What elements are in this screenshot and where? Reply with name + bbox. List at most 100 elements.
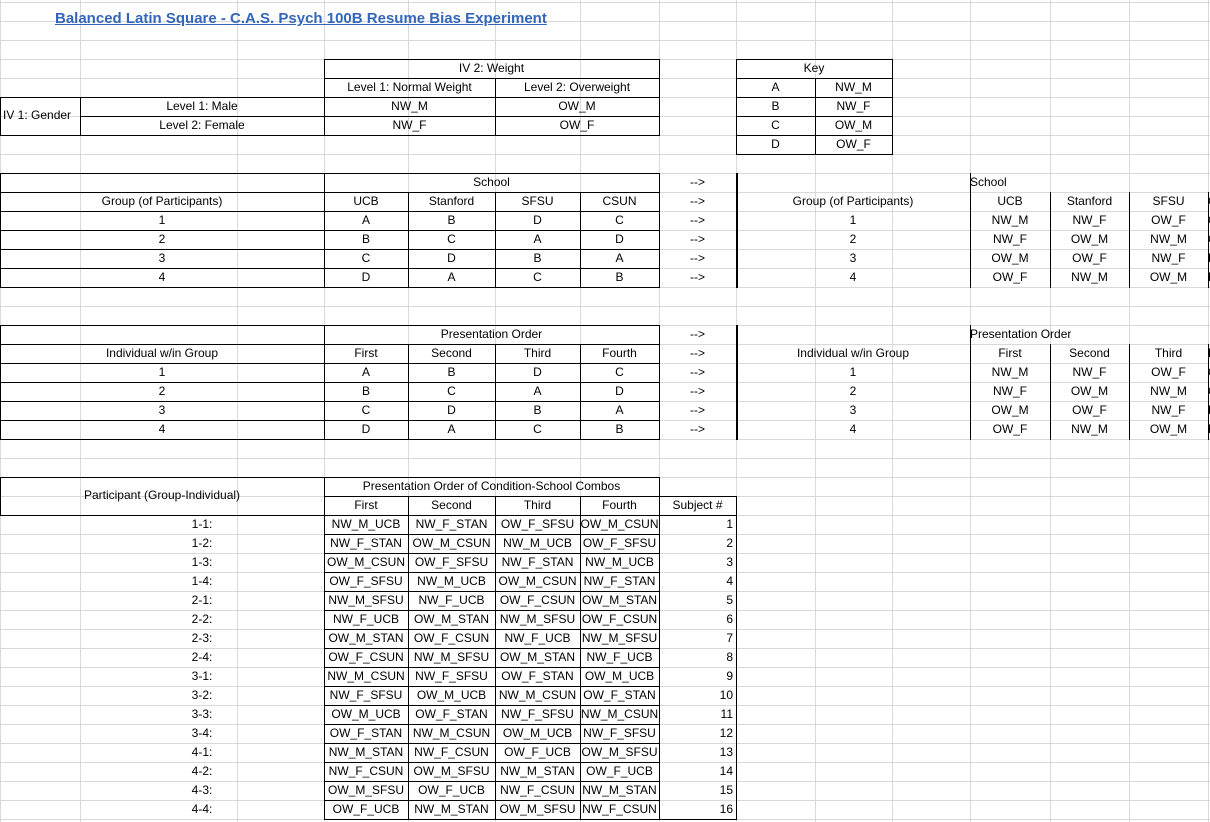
order-cell[interactable]: D bbox=[361, 422, 371, 436]
order-row-number[interactable]: 1 bbox=[849, 365, 857, 379]
school-row-number[interactable]: 3 bbox=[849, 251, 857, 265]
order-cell[interactable]: A bbox=[361, 365, 370, 379]
school-cell[interactable]: D bbox=[615, 232, 624, 246]
key-letter[interactable]: D bbox=[771, 137, 780, 151]
design-cell[interactable]: NW_F bbox=[392, 118, 427, 132]
school-cell[interactable]: B bbox=[447, 213, 456, 227]
arrow-indicator[interactable]: --> bbox=[690, 403, 705, 417]
participant-label[interactable]: 3-3: bbox=[191, 707, 213, 721]
school-section-header[interactable]: School bbox=[473, 175, 510, 189]
design-cell[interactable]: NW_M bbox=[391, 99, 428, 113]
combo-cell[interactable]: OW_F_SFSU bbox=[582, 536, 657, 550]
participant-label[interactable]: 4-1: bbox=[191, 745, 213, 759]
combo-cell[interactable]: OW_M_STAN bbox=[413, 612, 490, 626]
combo-cell[interactable]: OW_M_UCB bbox=[584, 669, 655, 683]
order-cell[interactable]: B bbox=[361, 384, 370, 398]
arrow-indicator[interactable]: --> bbox=[690, 270, 705, 284]
school-row-header[interactable]: Group (of Participants) bbox=[792, 194, 914, 208]
school-cell[interactable]: OW_F bbox=[1151, 213, 1186, 227]
order-row-number[interactable]: 1 bbox=[158, 365, 166, 379]
combo-cell[interactable]: OW_F_UCB bbox=[332, 802, 400, 816]
order-cell[interactable]: OW_M bbox=[1208, 363, 1210, 382]
school-cell[interactable]: B bbox=[361, 232, 370, 246]
key-condition[interactable]: OW_F bbox=[836, 137, 871, 151]
participant-label[interactable]: 3-2: bbox=[191, 688, 213, 702]
order-row-number[interactable]: 4 bbox=[158, 422, 166, 436]
combo-cell[interactable]: NW_F_UCB bbox=[332, 612, 399, 626]
order-cell[interactable]: A bbox=[533, 384, 542, 398]
order-cell[interactable]: OW_F bbox=[1072, 403, 1107, 417]
school-cell[interactable]: OW_F bbox=[992, 270, 1028, 284]
school-row-number[interactable]: 1 bbox=[158, 213, 166, 227]
order-cell[interactable]: A bbox=[447, 422, 456, 436]
combo-cell[interactable]: NW_M_UCB bbox=[331, 517, 401, 531]
school-cell[interactable]: NW_F bbox=[993, 232, 1027, 246]
school-cell[interactable]: OW_M bbox=[1149, 270, 1188, 284]
order-column-header[interactable]: Fourth bbox=[602, 346, 637, 360]
subject-number[interactable]: 15 bbox=[719, 783, 733, 797]
subject-number[interactable]: 14 bbox=[719, 764, 733, 778]
school-cell[interactable]: NW_F bbox=[1151, 251, 1186, 265]
arrow-indicator[interactable]: --> bbox=[690, 384, 705, 398]
order-cell[interactable]: NW_M bbox=[1208, 401, 1210, 420]
level2-weight-label[interactable]: Level 2: Overweight bbox=[523, 80, 631, 94]
level2-gender-label[interactable]: Level 2: Female bbox=[159, 118, 245, 132]
combo-cell[interactable]: NW_M_CSUN bbox=[580, 707, 659, 721]
school-column-header[interactable]: CSUN bbox=[602, 194, 637, 208]
level1-gender-label[interactable]: Level 1: Male bbox=[166, 99, 238, 113]
subject-number[interactable]: 6 bbox=[726, 612, 733, 626]
arrow-indicator[interactable]: --> bbox=[690, 232, 705, 246]
school-column-header[interactable]: UCB bbox=[353, 194, 379, 208]
combo-cell[interactable]: OW_M_STAN bbox=[499, 650, 576, 664]
order-cell[interactable]: C bbox=[615, 365, 624, 379]
school-cell[interactable]: A bbox=[533, 232, 542, 246]
combo-cell[interactable]: NW_M_UCB bbox=[585, 555, 654, 569]
combo-cell[interactable]: OW_M_CSUN bbox=[498, 574, 577, 588]
order-column-header[interactable]: Fourth bbox=[1208, 344, 1210, 363]
order-cell[interactable]: B bbox=[447, 365, 456, 379]
combos-section-header[interactable]: Presentation Order of Condition-School C… bbox=[362, 479, 621, 493]
subject-number[interactable]: 3 bbox=[726, 555, 733, 569]
combo-cell[interactable]: OW_F_CSUN bbox=[581, 612, 658, 626]
combo-cell[interactable]: NW_F_SFSU bbox=[415, 669, 488, 683]
order-cell[interactable]: OW_M bbox=[1070, 384, 1109, 398]
subject-header[interactable]: Subject # bbox=[672, 498, 723, 512]
combo-cell[interactable]: NW_M_SFSU bbox=[413, 650, 490, 664]
arrow-indicator[interactable]: --> bbox=[690, 422, 705, 436]
participant-label[interactable]: 2-4: bbox=[191, 650, 213, 664]
participant-label[interactable]: 1-2: bbox=[191, 536, 213, 550]
order-cell[interactable]: NW_F bbox=[1151, 403, 1186, 417]
subject-number[interactable]: 4 bbox=[726, 574, 733, 588]
combo-cell[interactable]: OW_F_SFSU bbox=[500, 517, 575, 531]
design-cell[interactable]: OW_F bbox=[559, 118, 595, 132]
subject-number[interactable]: 10 bbox=[719, 688, 733, 702]
subject-number[interactable]: 2 bbox=[726, 536, 733, 550]
combo-cell[interactable]: NW_F_SFSU bbox=[583, 726, 656, 740]
order-cell[interactable]: D bbox=[447, 403, 456, 417]
combos-column-header[interactable]: Second bbox=[431, 498, 472, 512]
iv2-label[interactable]: IV 2: Weight bbox=[458, 61, 525, 75]
order-row-number[interactable]: 4 bbox=[849, 422, 857, 436]
participant-label[interactable]: 4-3: bbox=[191, 783, 213, 797]
combo-cell[interactable]: OW_F_STAN bbox=[501, 669, 574, 683]
combo-cell[interactable]: NW_M_UCB bbox=[503, 536, 572, 550]
school-column-header[interactable]: SFSU bbox=[1152, 194, 1185, 208]
school-row-number[interactable]: 1 bbox=[849, 213, 857, 227]
combo-cell[interactable]: NW_F_CSUN bbox=[328, 764, 404, 778]
school-cell[interactable]: D bbox=[361, 270, 371, 284]
school-cell[interactable]: OW_M bbox=[1070, 232, 1109, 246]
arrow-indicator[interactable]: --> bbox=[690, 251, 705, 265]
subject-number[interactable]: 9 bbox=[726, 669, 733, 683]
school-cell[interactable]: A bbox=[447, 270, 456, 284]
combos-column-header[interactable]: First bbox=[354, 498, 378, 512]
combo-cell[interactable]: NW_M_SFSU bbox=[499, 612, 576, 626]
order-column-header[interactable]: First bbox=[354, 346, 378, 360]
school-cell[interactable]: C bbox=[533, 270, 542, 284]
school-cell[interactable]: A bbox=[361, 213, 370, 227]
school-column-header[interactable]: Stanford bbox=[1066, 194, 1113, 208]
school-row-number[interactable]: 2 bbox=[158, 232, 166, 246]
arrow-indicator[interactable]: --> bbox=[690, 327, 705, 341]
combo-cell[interactable]: OW_F_STAN bbox=[415, 707, 488, 721]
sheet-title[interactable]: Balanced Latin Square - C.A.S. Psych 100… bbox=[55, 10, 547, 27]
order-cell[interactable]: OW_F bbox=[1208, 382, 1210, 401]
